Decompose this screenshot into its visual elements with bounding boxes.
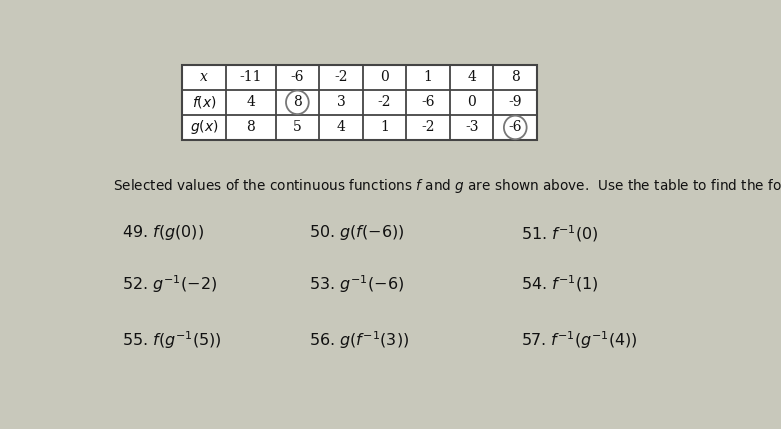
Text: 56. $g(f^{-1}(3))$: 56. $g(f^{-1}(3))$: [309, 329, 410, 350]
Text: 5: 5: [293, 121, 301, 134]
Text: $g(x)$: $g(x)$: [190, 118, 219, 136]
Text: 51. $f^{-1}(0)$: 51. $f^{-1}(0)$: [521, 223, 599, 244]
Text: 1: 1: [380, 121, 389, 134]
Text: 55. $f(g^{-1}(5))$: 55. $f(g^{-1}(5))$: [122, 329, 222, 350]
Text: 0: 0: [380, 70, 389, 84]
Text: 4: 4: [246, 95, 255, 109]
Text: 53. $g^{-1}(-6)$: 53. $g^{-1}(-6)$: [309, 273, 405, 294]
Text: 57. $f^{-1}(g^{-1}(4))$: 57. $f^{-1}(g^{-1}(4))$: [521, 329, 638, 350]
Text: -2: -2: [422, 121, 435, 134]
Text: Selected values of the continuous functions $f$ and $g$ are shown above.  Use th: Selected values of the continuous functi…: [112, 177, 781, 195]
Text: 8: 8: [246, 121, 255, 134]
Text: 0: 0: [467, 95, 476, 109]
Text: -11: -11: [240, 70, 262, 84]
Text: $f(x)$: $f(x)$: [192, 94, 216, 110]
Text: -2: -2: [334, 70, 348, 84]
Text: 3: 3: [337, 95, 345, 109]
Text: 1: 1: [423, 70, 433, 84]
Text: 4: 4: [337, 121, 345, 134]
Text: 8: 8: [511, 70, 519, 84]
Text: -2: -2: [378, 95, 391, 109]
Text: 49. $f(g(0))$: 49. $f(g(0))$: [122, 223, 204, 242]
Text: x: x: [200, 70, 208, 84]
Text: 52. $g^{-1}(-2)$: 52. $g^{-1}(-2)$: [122, 273, 217, 294]
Text: 54. $f^{-1}(1)$: 54. $f^{-1}(1)$: [521, 273, 599, 293]
Text: -6: -6: [291, 70, 304, 84]
Text: 4: 4: [467, 70, 476, 84]
Bar: [182, 65, 537, 140]
Text: -6: -6: [508, 121, 522, 134]
Text: 8: 8: [293, 95, 301, 109]
Text: 50. $g(f(-6))$: 50. $g(f(-6))$: [309, 223, 405, 242]
Text: -9: -9: [508, 95, 522, 109]
Text: -6: -6: [422, 95, 435, 109]
Text: -3: -3: [465, 121, 479, 134]
